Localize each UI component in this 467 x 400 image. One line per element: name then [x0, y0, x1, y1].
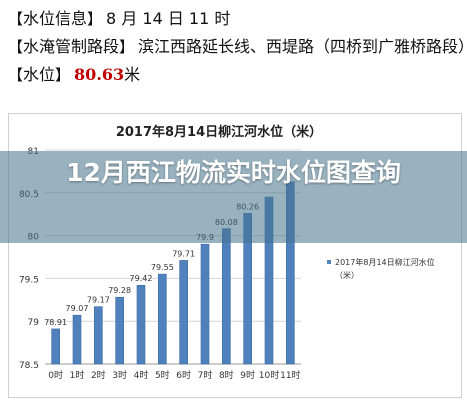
- data-label: 79.55: [151, 263, 174, 272]
- x-tick-label: 10时: [259, 369, 279, 381]
- bar: [72, 314, 82, 365]
- data-label: 79.17: [87, 296, 110, 305]
- info-row-level: 【水位】 80.63米: [8, 65, 140, 85]
- banner-title: 12月西江物流实时水位图查询: [66, 158, 401, 187]
- x-tick-label: 4时: [134, 369, 149, 381]
- y-tick-label: 79: [28, 318, 40, 328]
- data-label: 79.42: [130, 274, 153, 283]
- bar: [115, 296, 124, 365]
- data-label: 79.07: [66, 304, 89, 313]
- info-unit-level: 米: [124, 65, 141, 84]
- bar: [94, 306, 103, 365]
- info-label-road: 水淹管制路段: [23, 37, 120, 56]
- x-tick-label: 9时: [240, 369, 255, 381]
- info-label-level: 水位: [23, 65, 56, 84]
- bracket-close: 】: [119, 38, 135, 56]
- x-tick-label: 1时: [70, 369, 85, 381]
- x-tick-label: 7时: [198, 369, 213, 381]
- info-label-time: 水位信息: [23, 9, 88, 28]
- legend-swatch: [327, 260, 331, 264]
- bar: [158, 273, 167, 365]
- bracket-open: 【: [8, 66, 24, 84]
- data-label: 78.91: [44, 318, 67, 327]
- x-tick-label: 2时: [91, 369, 106, 381]
- data-label: 79.71: [172, 249, 195, 258]
- x-tick-label: 3时: [112, 369, 127, 381]
- legend-label: 2017年8月14日柳江河水位: [335, 257, 435, 267]
- y-tick-label: 78.5: [19, 361, 39, 371]
- x-tick-label: 6时: [176, 369, 191, 381]
- bar: [179, 260, 188, 365]
- bracket-open: 【: [8, 38, 24, 56]
- legend-label-cont: （米）: [335, 270, 359, 280]
- x-tick-label: 0时: [48, 369, 63, 381]
- info-row-road: 【水淹管制路段】 滨江西路延长线、西堤路（四桥到广雅桥路段）: [8, 37, 467, 57]
- bracket-close: 】: [87, 10, 103, 28]
- bracket-open: 【: [8, 10, 24, 28]
- data-label: 79.28: [108, 286, 131, 295]
- x-tick-label: 8时: [219, 369, 234, 381]
- info-value-level: 80.63: [74, 65, 125, 84]
- info-value-road: 滨江西路延长线、西堤路（四桥到广雅桥路段）: [138, 37, 467, 56]
- x-tick-label: 5时: [155, 369, 170, 381]
- bar: [222, 228, 231, 365]
- bar: [51, 328, 60, 365]
- bracket-close: 】: [55, 66, 71, 84]
- info-row-time: 【水位信息】 8 月 14 日 11 时: [8, 9, 230, 29]
- bar: [136, 284, 146, 365]
- y-tick-label: 79.5: [19, 275, 39, 285]
- chart-title: 2017年8月14日柳江河水位（米）: [116, 124, 322, 140]
- x-tick-label: 11时: [280, 369, 300, 381]
- title-banner: [0, 151, 467, 243]
- bar: [200, 243, 210, 365]
- info-value-time: 8 月 14 日 11 时: [106, 9, 231, 28]
